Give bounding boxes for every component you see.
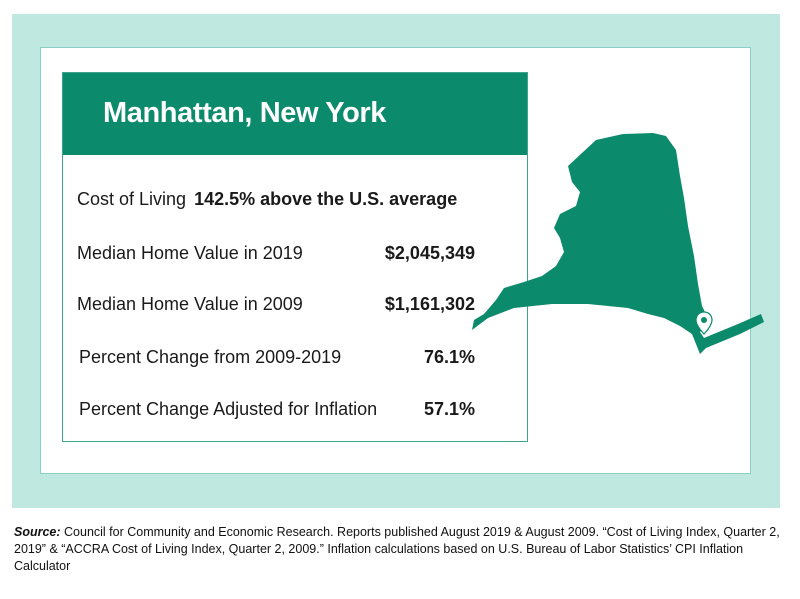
stat-value: $2,045,349 bbox=[384, 243, 475, 263]
stat-value: 76.1% bbox=[423, 347, 475, 367]
source-footnote: Source: Council for Community and Econom… bbox=[14, 524, 790, 575]
stat-value: $1,161,302 bbox=[384, 294, 475, 314]
location-pin-icon bbox=[695, 311, 713, 335]
stat-value: 142.5% above the U.S. average bbox=[194, 189, 458, 209]
stat-label: Percent Change from 2009-2019 bbox=[79, 347, 342, 367]
stats-card: Manhattan, New York Cost of Living 142.5%… bbox=[62, 72, 528, 442]
stat-label: Cost of Living bbox=[77, 189, 187, 209]
source-label: Source: bbox=[14, 525, 61, 539]
new-york-state-shape bbox=[472, 133, 764, 354]
new-york-state-map-icon bbox=[472, 133, 764, 354]
stat-label: Percent Change Adjusted for Inflation bbox=[79, 399, 378, 419]
card-header: Manhattan, New York bbox=[63, 73, 527, 155]
stat-label: Median Home Value in 2019 bbox=[77, 243, 303, 263]
card-title: Manhattan, New York bbox=[103, 97, 386, 129]
stat-row-percent-change: Percent Change from 2009-2019 76.1% bbox=[79, 343, 475, 371]
stat-row-inflation-adjusted: Percent Change Adjusted for Inflation 57… bbox=[79, 395, 475, 423]
stat-row-median-2019: Median Home Value in 2019 $2,045,349 bbox=[77, 239, 475, 267]
stat-row-median-2009: Median Home Value in 2009 $1,161,302 bbox=[77, 290, 475, 318]
stat-row-cost-of-living: Cost of Living 142.5% above the U.S. aver… bbox=[77, 185, 477, 213]
stat-label: Median Home Value in 2009 bbox=[77, 294, 303, 314]
source-text: Council for Community and Economic Resea… bbox=[14, 525, 780, 573]
stat-value: 57.1% bbox=[423, 399, 475, 419]
